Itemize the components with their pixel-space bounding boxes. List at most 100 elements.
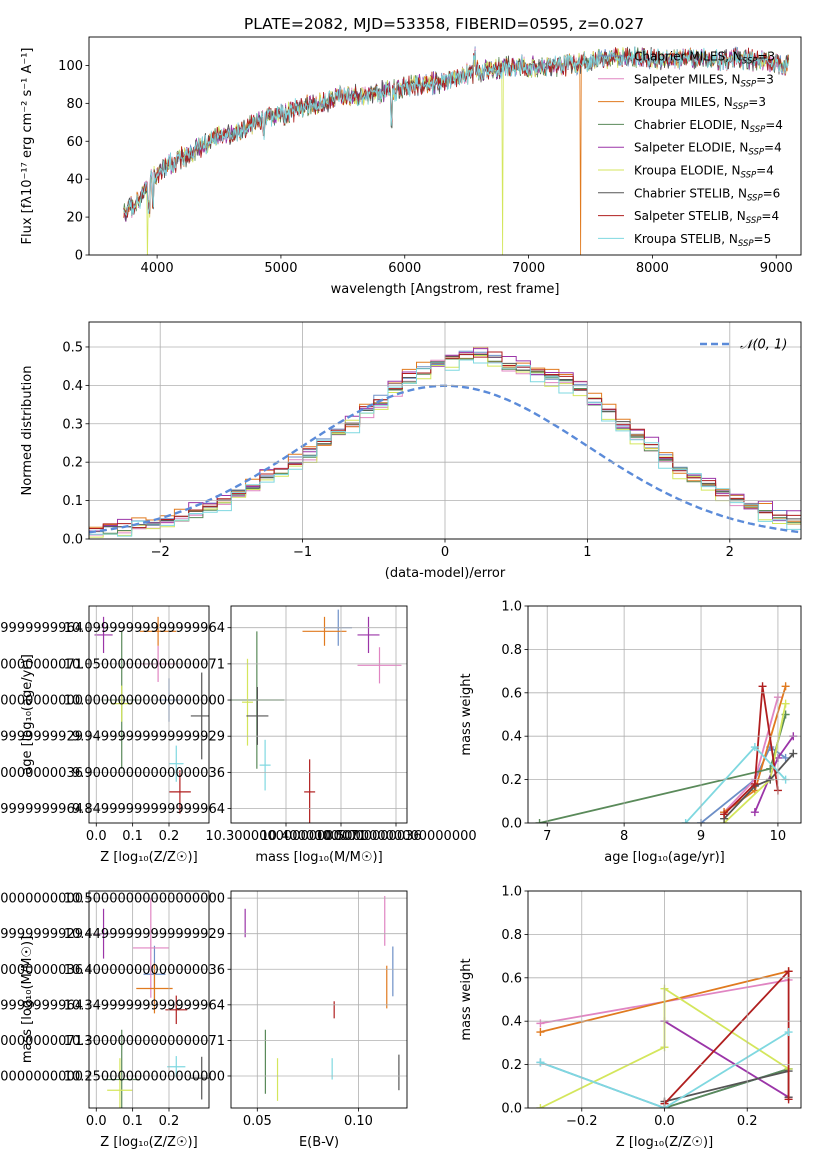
x-tick-label: 0.05 [243,1114,272,1129]
mass-weight-vs-age-plot-area [535,682,798,823]
weight-marker [536,1028,545,1037]
legend-entry: Chabrier MILES, NSSP=3 [634,50,775,67]
axes-frame [88,605,210,824]
errorbar-point-6 [190,1056,209,1100]
axes-frame [527,890,802,1109]
y-tick-label: 10.50000000000000000 [64,892,225,907]
mass-weight-vs-Z-y-axis-label: mass weight [459,958,474,1040]
x-tick-label: 0.2 [737,1114,758,1129]
errorbar-point-3 [103,1029,140,1108]
y-tick-label: 0.4 [62,379,83,394]
y-tick-label: 0.4 [501,1015,522,1030]
mass-weight-vs-Z-panel: −0.2 0.0 0.2 0.0 0.2 0.4 0.6 0.8 1.0 Z [log₁₀(Z/Z… [459,885,802,1150]
residual-hist-panel: −2 −1 0 1 2 0.0 0.1 0.2 0.3 0.4 0.5 (data-model)/er… [20,321,802,581]
y-tick-label: 10.30000000000000071 [0,1034,83,1049]
axes-frame [88,36,802,256]
weight-marker [758,682,767,691]
panels: 4000 5000 6000 7000 8000 9000020406080100wave… [0,36,802,1150]
age-vs-mass-panel: 10.3000000000000007110.40000000000000036… [64,605,477,865]
y-tick-label: 10.40000000000000036 [0,963,83,978]
y-tick-label: 10.50000000000000000 [0,892,83,907]
spectrum-panel: 4000 5000 6000 7000 8000 9000 0 20 40 60 80 100 wave… [20,36,802,297]
y-tick-label: 80 [66,97,83,112]
mass-weight-vs-age-y-axis-label: mass weight [459,673,474,755]
y-tick-label: 0.6 [501,971,522,986]
histogram-legend: 𝒩(0, 1) [700,338,787,353]
y-tick-label: 60 [66,135,83,150]
errorbar-point-5 [110,685,133,722]
x-tick-label: 10 [770,829,787,844]
mass-weight-vs-age-panel: 7 8 9 10 0.0 0.2 0.4 0.6 0.8 1.0 age [log₁₀(age/yr… [459,600,802,865]
errorbar-point-1 [132,898,169,998]
y-tick-label: 0.6 [501,686,522,701]
x-tick-label: 8 [620,829,628,844]
legend-entry: Kroupa ELODIE, NSSP=4 [634,164,774,181]
mass-vs-ebv-x-axis-label: E(B-V) [299,1135,339,1150]
x-tick-label: 0 [441,545,449,560]
weight-marker [750,808,759,817]
errorbar-point-2 [302,616,347,646]
weight-marker [536,1104,545,1108]
residual-hist-x-axis-label: (data-model)/error [385,566,506,581]
weight-line-4 [664,1020,790,1098]
legend-entry: Kroupa MILES, NSSP=3 [634,95,766,112]
y-tick-label: 10.30000000000000071 [64,1034,225,1049]
y-tick-label: 10.40000000000000036 [64,963,225,978]
mass-weight-vs-Z-x-axis-label: Z [log₁₀(Z/Z☉)] [616,1135,713,1150]
weight-marker [750,743,759,752]
y-tick-label: 0.0 [501,1102,522,1117]
axes-frame [88,890,210,1109]
age-vs-Z-panel: 0.0 0.1 0.2 9.84999999999999964 9.9000000000… [0,605,210,865]
x-tick-label: −0.2 [566,1114,598,1129]
y-tick-label: 0.4 [501,730,522,745]
y-tick-label: 10.09999999999999964 [64,621,225,636]
y-tick-label: 40 [66,173,83,188]
x-tick-label: 0.0 [86,829,107,844]
x-tick-label: 0.1 [122,829,143,844]
y-tick-label: 20 [66,211,83,226]
y-tick-label: 9.94999999999999929 [72,730,225,745]
weight-marker [789,749,798,758]
age-vs-mass-plot-area [231,609,402,823]
errorbar-point-2 [139,616,177,646]
x-tick-label: 2 [726,545,734,560]
x-tick-label: 0.2 [159,1114,180,1129]
weight-marker [535,819,544,823]
y-tick-label: 9.84999999999999964 [0,802,83,817]
x-tick-label: 9000 [760,261,793,276]
mass-vs-ebv-plot-area [244,895,400,1101]
x-tick-label: −2 [151,545,170,560]
legend-entry: Kroupa STELIB, NSSP=5 [634,232,771,249]
errorbar-point-5 [107,1058,133,1108]
x-tick-label: 0.1 [122,1114,143,1129]
weight-marker [681,819,690,823]
x-tick-label: 0.0 [86,1114,107,1129]
axes-frame [230,890,408,1109]
x-tick-label: 10.40000000000000036 [260,829,421,844]
y-tick-label: 0.0 [62,533,83,548]
y-tick-label: 10.25000000000000000 [0,1069,83,1084]
weight-line-7 [723,686,779,815]
y-tick-label: 1.0 [501,885,522,900]
y-tick-label: 0.1 [62,494,83,509]
age-vs-mass-x-axis-label: mass [log₁₀(M/M☉)] [255,850,382,865]
spectrum-line-8 [123,46,789,217]
errorbar-point-4 [94,616,113,654]
axes-frame [88,321,802,540]
y-tick-label: 10.09999999999999964 [0,621,83,636]
x-tick-label: 7 [543,829,551,844]
y-tick-label: 10.05000000000000071 [64,657,225,672]
axes-frame [230,605,408,824]
legend-entry: Salpeter STELIB, NSSP=4 [634,209,779,226]
mass-vs-Z-x-axis-label: Z [log₁₀(Z/Z☉)] [100,1135,197,1150]
x-tick-label: 6000 [388,261,421,276]
y-tick-label: 10.44999999999999929 [0,927,83,942]
errorbar-point-6 [190,672,209,760]
y-tick-label: 0.3 [62,417,83,432]
weight-marker [720,810,729,819]
y-tick-label: 0 [75,249,83,264]
weight-marker [750,779,759,788]
y-tick-label: 9.94999999999999929 [0,730,83,745]
x-tick-label: 0.2 [159,829,180,844]
